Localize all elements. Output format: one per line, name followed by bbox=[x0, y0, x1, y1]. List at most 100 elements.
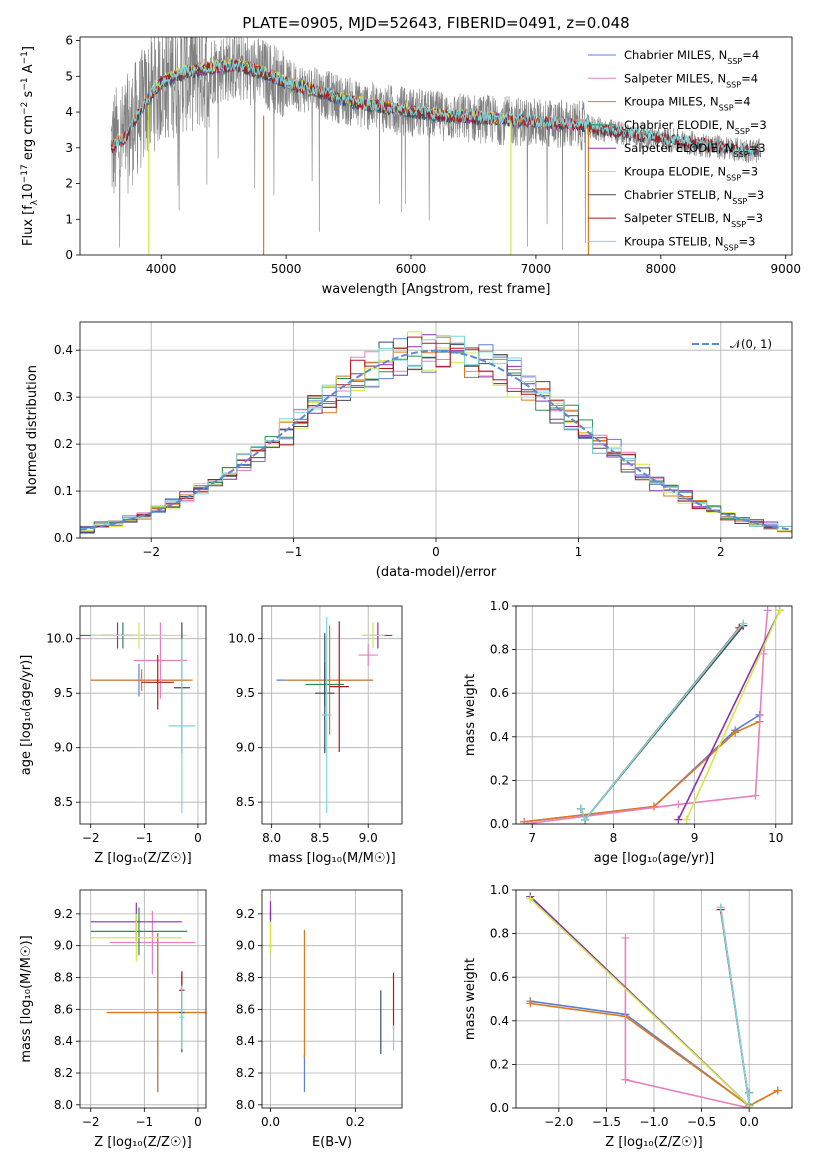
y-axis-label: mass [log₁₀(M/M☉)] bbox=[19, 935, 34, 1062]
x-tick-label: −1.5 bbox=[592, 1115, 621, 1129]
y-tick-label: 8.0 bbox=[236, 1098, 255, 1112]
weight-marker bbox=[576, 804, 585, 813]
y-axis-label-part: λ bbox=[30, 199, 40, 205]
y-tick-label: 8.2 bbox=[236, 1066, 255, 1080]
y-axis-label-part: −2 bbox=[20, 102, 30, 115]
weight-line-salpeter-miles bbox=[523, 610, 769, 824]
y-axis-label-part: s bbox=[21, 90, 36, 101]
y-tick-label: 0.1 bbox=[54, 484, 73, 498]
legend-nssp: 3 bbox=[758, 141, 765, 155]
y-tick-label: 0.2 bbox=[490, 773, 509, 787]
y-axis-label: mass weight bbox=[463, 674, 478, 756]
x-tick-label: 9.0 bbox=[359, 831, 378, 845]
weight-marker bbox=[731, 728, 740, 737]
spectrum-plot-area bbox=[110, 37, 761, 255]
y-tick-label: 1.0 bbox=[490, 599, 509, 613]
z-weight-panel: −2.0 −1.5 −1.0 −0.5 0.0 0.0 0.2 0.4 0.6 0.8 1.0 Z [… bbox=[463, 883, 793, 1150]
weight-marker bbox=[745, 1099, 754, 1108]
legend-entry: Chabrier ELODIE, NSSP=3 bbox=[624, 118, 767, 136]
y-tick-label: 0.0 bbox=[54, 531, 73, 545]
legend-nssp: 3 bbox=[756, 211, 763, 225]
y-tick-label: 8.8 bbox=[236, 971, 255, 985]
y-tick-label: 0.4 bbox=[490, 730, 509, 744]
legend-name: Kroupa STELIB bbox=[624, 234, 708, 248]
y-axis-label-part: −1 bbox=[20, 51, 30, 64]
weight-line-kroupa-stelib bbox=[719, 907, 751, 1104]
legend-ssp-subscript: SSP bbox=[732, 196, 747, 205]
weight-marker bbox=[526, 894, 535, 903]
x-tick-label: −0.5 bbox=[687, 1115, 716, 1129]
legend-entry: Salpeter ELODIE, NSSP=3 bbox=[624, 141, 766, 159]
legend-ssp-subscript: SSP bbox=[726, 80, 741, 89]
legend-name: Salpeter MILES bbox=[624, 71, 710, 85]
legend-ssp-subscript: SSP bbox=[731, 220, 746, 229]
histogram-kroupa-stelib bbox=[80, 335, 792, 534]
weight-line-salpeter-elodie bbox=[677, 610, 781, 820]
x-tick-label: 0 bbox=[194, 1115, 202, 1129]
x-tick-label: 7000 bbox=[521, 262, 552, 276]
x-tick-label: 0.2 bbox=[346, 1115, 365, 1129]
legend-ssp-subscript: SSP bbox=[719, 103, 734, 112]
x-tick-label: 0.0 bbox=[740, 1115, 759, 1129]
legend-nssp-value: = bbox=[742, 48, 752, 62]
legend-name: Kroupa ELODIE bbox=[624, 165, 710, 179]
y-axis-label-part: erg cm bbox=[21, 115, 36, 164]
legend-nssp-value: = bbox=[749, 141, 759, 155]
normal-distribution-curve bbox=[80, 349, 792, 531]
x-tick-label: −2 bbox=[82, 831, 100, 845]
y-tick-label: 0.0 bbox=[490, 817, 509, 831]
y-tick-label: 8.2 bbox=[54, 1066, 73, 1080]
x-tick-label: 0 bbox=[194, 831, 202, 845]
x-axis-label: Z [log₁₀(Z/Z☉)] bbox=[94, 1135, 191, 1150]
x-axis-label: Z [log₁₀(Z/Z☉)] bbox=[605, 1135, 702, 1150]
age-weight-plot-area bbox=[520, 606, 784, 824]
x-axis-label: mass [log₁₀(M/M☉)] bbox=[268, 851, 395, 866]
model-spectrum-kroupa-stelib bbox=[110, 58, 761, 156]
weight-marker bbox=[674, 815, 683, 824]
legend-entry: Chabrier STELIB, NSSP=3 bbox=[624, 188, 764, 206]
x-tick-label: 9 bbox=[691, 831, 699, 845]
x-tick-label: −2 bbox=[142, 545, 160, 559]
weight-marker bbox=[621, 1075, 630, 1084]
spectrum-panel: 4000 5000 6000 7000 8000 90000123456wavelengt… bbox=[20, 34, 801, 297]
legend-nssp: 3 bbox=[748, 234, 755, 248]
axes-frame bbox=[79, 605, 207, 825]
axes-frame bbox=[79, 889, 207, 1109]
weight-line-kroupa-miles bbox=[530, 1002, 779, 1107]
y-tick-label: 0.6 bbox=[490, 970, 509, 984]
legend-entry: Kroupa ELODIE, NSSP=3 bbox=[624, 165, 758, 183]
x-tick-label: 8.0 bbox=[262, 831, 281, 845]
legend-nssp: 4 bbox=[752, 48, 759, 62]
legend-n-label: , N bbox=[715, 211, 731, 225]
y-tick-label: 8.0 bbox=[54, 1098, 73, 1112]
x-tick-label: 10 bbox=[768, 831, 783, 845]
y-axis-label: age [log₁₀(age/yr)] bbox=[19, 655, 34, 776]
x-axis-label: Z [log₁₀(Z/Z☉)] bbox=[94, 851, 191, 866]
legend-n-label: , N bbox=[718, 141, 734, 155]
weight-marker bbox=[739, 619, 748, 628]
x-tick-label: 6000 bbox=[396, 262, 427, 276]
y-axis-label: Flux [fλ10−17 erg cm−2 s−1 A−1] bbox=[20, 46, 40, 246]
y-tick-label: 0.8 bbox=[490, 643, 509, 657]
y-tick-label: 8.6 bbox=[54, 1002, 73, 1016]
weight-line-kroupa-elodie bbox=[685, 610, 781, 820]
y-tick-label: 8.4 bbox=[236, 1034, 255, 1048]
legend-ssp-subscript: SSP bbox=[724, 243, 739, 252]
legend-nssp: 3 bbox=[757, 188, 764, 202]
y-axis-label-part: ] bbox=[21, 46, 36, 51]
y-tick-label: 9.2 bbox=[236, 907, 255, 921]
legend-ssp-subscript: SSP bbox=[726, 173, 741, 182]
legend-name: Chabrier STELIB bbox=[624, 188, 716, 202]
y-tick-label: 9.5 bbox=[236, 686, 255, 700]
residuals-plot-area bbox=[80, 331, 792, 534]
weight-marker bbox=[682, 815, 691, 824]
y-tick-label: 0.2 bbox=[490, 1057, 509, 1071]
weight-line-kroupa-stelib bbox=[580, 622, 744, 822]
y-tick-label: 6 bbox=[65, 34, 73, 48]
legend-nssp-value: = bbox=[750, 118, 760, 132]
weight-marker bbox=[763, 606, 772, 615]
y-tick-label: 8.5 bbox=[236, 795, 255, 809]
y-tick-label: 2 bbox=[65, 177, 73, 191]
y-tick-label: 8.5 bbox=[54, 795, 73, 809]
